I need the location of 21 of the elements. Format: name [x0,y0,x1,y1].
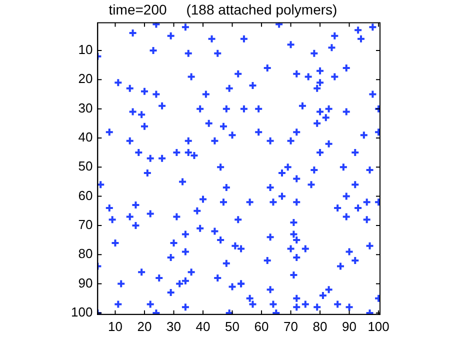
chart-title: time=200 (188 attached polymers) [108,1,338,18]
y-tick-label: 100 [70,304,93,320]
x-tick-label: 100 [368,318,390,334]
y-tick-label: 80 [78,246,93,262]
x-tick-label: 60 [254,318,269,334]
y-tick-label: 10 [78,42,93,58]
x-tick-label: 40 [196,318,210,334]
x-tick-label: 50 [225,318,240,334]
y-tick-label: 30 [78,100,93,116]
x-tick-label: 20 [137,318,152,334]
y-tick-label: 60 [78,188,93,203]
y-tick-label: 40 [78,130,93,145]
y-tick-label: 70 [78,217,93,232]
y-tick-label: 90 [78,275,93,290]
x-tick-label: 90 [342,318,357,334]
y-tick-label: 20 [78,71,93,86]
x-tick-label: 30 [166,318,181,334]
x-tick-label: 70 [284,318,298,334]
x-tick-label: 10 [108,318,122,334]
x-tick-label: 80 [312,318,328,334]
y-tick-label: 50 [78,158,93,174]
